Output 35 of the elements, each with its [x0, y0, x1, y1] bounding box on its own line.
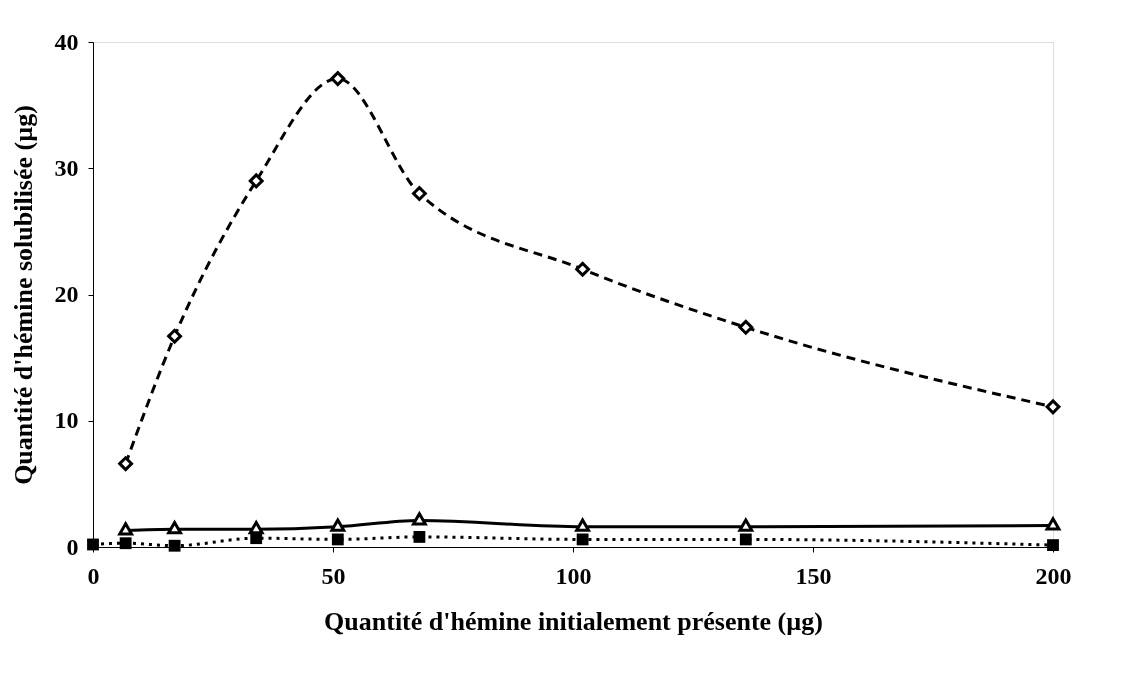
point	[167, 520, 183, 535]
point	[1047, 539, 1059, 552]
point	[739, 533, 752, 546]
point	[411, 512, 427, 526]
point	[738, 518, 754, 532]
point	[331, 533, 344, 546]
point	[167, 328, 183, 344]
y-tick-label: 20	[54, 281, 79, 307]
point	[330, 518, 346, 532]
point	[118, 456, 134, 472]
point	[118, 522, 134, 536]
x-tick-label: 50	[321, 562, 346, 589]
y-axis-title: Quantité d'hémine solubilisée (µg)	[8, 105, 38, 485]
point	[411, 186, 427, 201]
point	[168, 539, 181, 552]
point	[575, 518, 591, 532]
y-tick-label: 30	[54, 154, 79, 181]
point	[738, 319, 754, 335]
y-tick-label: 0	[66, 533, 79, 560]
point	[1045, 399, 1061, 415]
point	[87, 538, 99, 551]
point	[248, 173, 264, 189]
y-tick-label: 40	[54, 28, 79, 55]
x-tick-label: 100	[555, 562, 592, 589]
x-axis-title: Quantité d'hémine initialement présente (µg)	[324, 606, 823, 636]
point	[330, 71, 346, 87]
y-tick-label: 10	[54, 407, 79, 434]
point	[1045, 517, 1061, 531]
x-tick-label: 0	[87, 562, 100, 589]
point	[575, 261, 591, 277]
x-tick-label: 150	[795, 562, 832, 589]
point	[119, 537, 132, 550]
point	[576, 533, 589, 546]
point	[413, 530, 426, 543]
x-tick-label: 200	[1035, 562, 1072, 589]
